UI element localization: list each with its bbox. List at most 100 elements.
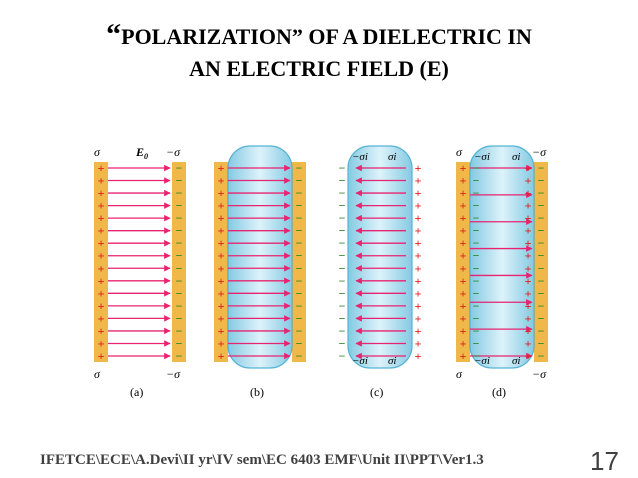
positive-charge: + [415,349,422,363]
negative-charge: − [296,236,303,250]
negative-charge: − [473,336,480,350]
negative-charge: − [176,274,183,288]
positive-charge: + [218,311,225,325]
negative-charge: − [296,311,303,325]
negative-charge: − [339,324,346,338]
title-open-quote: “ [106,18,122,51]
negative-charge: − [339,261,346,275]
negative-charge: − [339,236,346,250]
panel-a-field-label: E0 [135,145,148,161]
panel-b-dielectric-slab [227,145,293,369]
panel-a-right-plate [172,162,186,362]
positive-charge: + [525,161,532,175]
negative-charge: − [176,186,183,200]
negative-charge: − [176,211,183,225]
negative-charge: − [538,299,545,313]
positive-charge: + [218,274,225,288]
positive-charge: + [415,286,422,300]
negative-charge: − [296,199,303,213]
panel-c-top-left-charge: −σi [352,151,368,163]
positive-charge: + [218,324,225,338]
panel-b-left-plate [214,162,228,362]
positive-charge: + [460,211,467,225]
negative-charge: − [473,299,480,313]
negative-charge: − [538,161,545,175]
panel-b-caption: (b) [250,385,264,399]
positive-charge: + [460,161,467,175]
positive-charge: + [218,349,225,363]
positive-charge: + [415,324,422,338]
negative-charge: − [473,349,480,363]
positive-charge: + [460,261,467,275]
positive-charge: + [460,224,467,238]
positive-charge: + [218,199,225,213]
negative-charge: − [538,224,545,238]
positive-charge: + [525,324,532,338]
negative-charge: − [296,349,303,363]
negative-charge: − [296,274,303,288]
negative-charge: − [296,336,303,350]
negative-charge: − [473,286,480,300]
negative-charge: − [296,324,303,338]
positive-charge: + [525,311,532,325]
positive-charge: + [415,261,422,275]
negative-charge: − [176,236,183,250]
positive-charge: + [460,324,467,338]
positive-charge: + [525,199,532,213]
positive-charge: + [218,224,225,238]
positive-charge: + [525,249,532,263]
positive-charge: + [525,299,532,313]
positive-charge: + [460,311,467,325]
positive-charge: + [218,174,225,188]
positive-charge: + [98,349,105,363]
positive-charge: + [98,261,105,275]
negative-charge: − [538,349,545,363]
negative-charge: − [538,286,545,300]
positive-charge: + [525,174,532,188]
negative-charge: − [473,261,480,275]
panel-a-left-plate [94,162,108,362]
panel-c-bottom-left-charge: −σi [352,355,368,367]
negative-charge: − [176,224,183,238]
panel-a-bottom-right-charge: −σ [166,367,181,381]
positive-charge: + [460,274,467,288]
panel-d-caption: (d) [492,385,506,399]
panel-c-dielectric-slab [347,145,413,369]
positive-charge: + [98,274,105,288]
negative-charge: − [339,161,346,175]
panel-c-field-lines [355,164,406,360]
positive-charge: + [460,249,467,263]
positive-charge: + [460,174,467,188]
panel-c: −σi σi − +− +− +− +− +− +− +− +− +− +− +− +− +− +− +− + … [339,145,422,399]
negative-charge: − [176,299,183,313]
panel-d-bottom-inner-left-charge: −σi [474,355,490,367]
negative-charge: − [339,286,346,300]
footer-path: IFETCE\ECE\A.Devi\II yr\IV sem\EC 6403 E… [40,452,484,468]
panel-a-field-symbol: E [135,145,144,159]
panel-d-top-left-charge: σ [456,145,463,159]
panel-a-field-subscript: 0 [144,152,148,161]
panel-c-top-right-charge: σi [388,151,396,163]
positive-charge: + [218,161,225,175]
negative-charge: − [538,249,545,263]
positive-charge: + [415,311,422,325]
negative-charge: − [176,311,183,325]
panel-c-induced-charges: − + − + − + − + − + − + − + − + − + − + − + − + − + − + − + − + [339,161,422,363]
negative-charge: − [339,211,346,225]
positive-charge: + [98,161,105,175]
panel-a-field-lines [108,164,171,360]
panel-a-top-left-charge: σ [94,145,101,159]
positive-charge: + [218,299,225,313]
panel-a: σ E0 −σ + −+ −+ −+ −+ −+ −+ −+ −+ −+ −+ −+ −+ −+ −+ −+ −… [94,145,186,399]
positive-charge: + [460,349,467,363]
panel-d: σ −σ −σi σi + −− ++ −− ++ −− ++ −− ++ −− ++ −− ++ −− +… [456,145,548,399]
positive-charge: + [415,224,422,238]
panel-d-bottom-inner-right-charge: σi [512,355,520,367]
panel-d-top-inner-right-charge: σi [512,151,520,163]
positive-charge: + [415,274,422,288]
positive-charge: + [415,299,422,313]
negative-charge: − [176,199,183,213]
positive-charge: + [415,249,422,263]
positive-charge: + [98,174,105,188]
negative-charge: − [296,249,303,263]
